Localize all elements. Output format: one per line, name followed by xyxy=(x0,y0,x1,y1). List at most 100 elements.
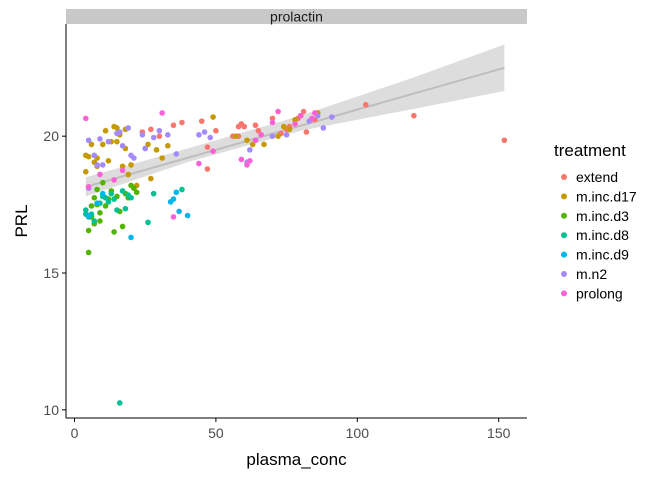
data-point xyxy=(269,119,276,126)
y-axis-title: PRL xyxy=(12,204,31,237)
data-point xyxy=(213,127,219,134)
legend-title: treatment xyxy=(554,141,626,160)
data-point xyxy=(275,108,281,115)
data-point xyxy=(114,125,120,131)
y-tick-label: 15 xyxy=(43,265,59,281)
data-point xyxy=(94,162,100,168)
data-point xyxy=(170,214,177,220)
x-tick-label: 0 xyxy=(71,425,79,441)
x-tick-label: 50 xyxy=(208,425,224,441)
legend-swatch xyxy=(561,232,567,239)
data-point xyxy=(269,115,276,122)
data-point xyxy=(88,141,95,148)
data-point xyxy=(232,133,239,139)
facet-strip: prolactin xyxy=(66,9,527,25)
data-point xyxy=(128,162,134,168)
data-point xyxy=(105,138,112,145)
data-point xyxy=(207,134,214,141)
data-point xyxy=(116,400,123,406)
data-point xyxy=(85,153,92,160)
legend-label: m.n2 xyxy=(576,266,607,282)
legend-item: m.inc.d9 xyxy=(561,247,629,263)
series-m-n2 xyxy=(85,112,335,191)
data-point xyxy=(150,134,157,141)
data-point xyxy=(142,145,148,152)
legend-items: extend m.inc.d17 m.inc.d3 m.inc.d8 m.inc.d9 m… xyxy=(561,169,637,301)
data-point xyxy=(91,218,98,224)
data-point xyxy=(244,137,250,144)
data-point xyxy=(119,223,126,230)
data-point xyxy=(85,227,92,234)
legend-item: m.inc.d8 xyxy=(561,227,629,243)
data-point xyxy=(102,194,109,201)
data-point xyxy=(204,166,211,172)
data-point xyxy=(116,129,123,135)
legend-swatch xyxy=(561,271,567,277)
data-point xyxy=(88,203,95,209)
data-point xyxy=(111,177,117,183)
data-point xyxy=(309,115,315,122)
data-point xyxy=(102,127,109,134)
legend-label: m.inc.d9 xyxy=(576,247,629,263)
data-point xyxy=(312,110,318,116)
data-point xyxy=(210,114,216,120)
data-point xyxy=(133,189,140,196)
plot-panel xyxy=(82,44,508,406)
data-point xyxy=(105,158,112,164)
axes: 0 50 100 150 10 15 20 xyxy=(43,24,527,441)
data-point xyxy=(244,162,250,168)
data-point xyxy=(280,123,287,130)
legend-label: m.inc.d8 xyxy=(576,227,629,243)
data-point xyxy=(122,205,129,212)
data-point xyxy=(156,133,163,139)
trend-line-layer xyxy=(85,66,505,188)
data-point xyxy=(131,155,137,161)
data-point xyxy=(258,132,264,138)
data-point xyxy=(145,141,151,148)
data-point xyxy=(165,132,171,138)
data-point xyxy=(148,175,154,182)
data-point xyxy=(111,196,117,202)
data-point xyxy=(159,110,165,116)
x-tick-label: 150 xyxy=(487,425,511,441)
x-tick-label: 100 xyxy=(346,425,370,441)
data-point xyxy=(501,137,508,144)
data-point xyxy=(82,168,89,175)
legend-item: m.inc.d17 xyxy=(561,188,637,204)
series-prolong xyxy=(82,108,318,220)
data-point xyxy=(179,119,185,126)
facet-strip-background xyxy=(66,9,527,24)
data-point xyxy=(150,190,157,197)
data-points-layer xyxy=(82,101,508,406)
data-point xyxy=(297,112,304,119)
data-point xyxy=(210,148,216,155)
data-point xyxy=(320,125,327,131)
data-point xyxy=(173,189,180,196)
data-point xyxy=(94,186,100,193)
legend-label: m.inc.d17 xyxy=(576,188,637,204)
data-point xyxy=(85,249,92,256)
data-point xyxy=(235,123,242,130)
data-point xyxy=(119,142,126,149)
data-point xyxy=(102,203,109,209)
data-point xyxy=(97,136,103,142)
data-point xyxy=(119,188,126,194)
legend-swatch xyxy=(561,251,567,258)
legend-swatch xyxy=(561,174,567,180)
legend-item: m.n2 xyxy=(561,266,607,282)
data-point xyxy=(196,132,202,138)
data-point xyxy=(97,209,103,216)
data-point xyxy=(99,162,106,168)
legend-label: m.inc.d3 xyxy=(576,208,629,224)
x-axis-ticks: 0 50 100 150 xyxy=(71,418,511,441)
data-point xyxy=(292,121,298,127)
data-point xyxy=(131,185,137,191)
legend-swatch xyxy=(561,193,567,200)
data-point xyxy=(411,112,417,119)
data-point xyxy=(97,171,103,178)
data-point xyxy=(85,212,92,219)
data-point xyxy=(204,144,211,150)
data-point xyxy=(156,127,163,134)
data-point xyxy=(97,218,103,224)
data-point xyxy=(82,207,89,213)
